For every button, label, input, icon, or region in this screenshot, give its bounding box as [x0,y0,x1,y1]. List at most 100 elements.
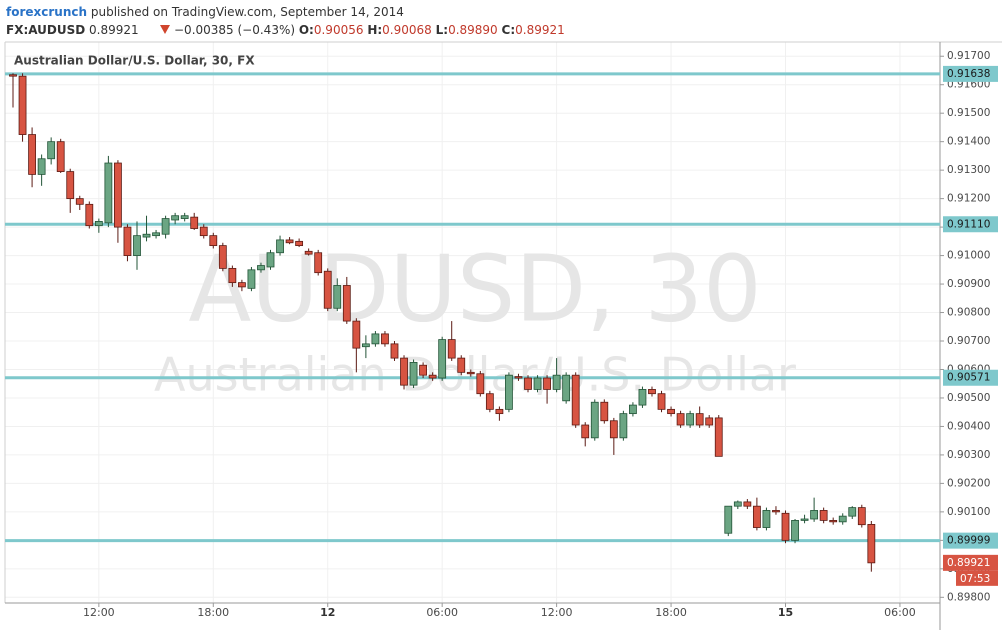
candle-body [218,245,227,269]
x-tick-label: 18:00 [655,606,687,619]
candle-body [199,226,208,237]
candle-body [543,377,551,390]
candle-body [161,218,170,235]
level-label: 0.91638 [947,68,990,80]
o-value: 0.90056 [314,23,364,37]
candle-body [819,510,828,521]
candle-body [47,141,56,160]
candle-body [657,393,666,410]
candle-body [142,233,151,238]
x-tick-label: 12:00 [83,606,115,619]
h-label: H: [367,23,382,37]
candle-body [323,270,332,309]
header-line-2b: −0.00385 (−0.43%) O:0.90056 H:0.90068 L:… [174,23,565,37]
x-tick-label: 12:00 [541,606,573,619]
candle-body [772,510,780,513]
l-value: 0.89890 [448,23,498,37]
y-tick-label: 0.90400 [947,420,990,432]
candle-body [333,285,342,309]
chart-title: Australian Dollar/U.S. Dollar, 30, FX [14,54,255,68]
candle-body [114,162,122,228]
candle-body [705,417,714,426]
candle-body [190,216,199,229]
header-line-1: forexcrunch published on TradingView.com… [6,5,404,19]
candle-body [390,343,399,359]
candle-body [257,265,265,271]
candle-body [85,203,94,227]
candle-body [9,74,17,77]
candle-body [457,357,466,373]
candle-body [533,377,542,390]
candle-body [66,171,75,200]
candle-body [28,134,36,175]
candle-body [381,333,389,345]
candle-body [714,417,723,457]
candle-body [75,198,84,205]
candle-body [237,282,246,288]
candle-body [352,320,361,349]
candle-body [724,505,733,534]
candle-body [371,333,380,345]
candle-body [524,377,532,390]
candle-body [476,373,485,395]
y-tick-label: 0.90900 [947,278,990,290]
candle-body [304,250,313,255]
header-line-2: FX:AUDUSD 0.89921 [6,23,139,37]
candle-body [342,285,351,322]
y-tick-label: 0.89800 [947,591,990,603]
y-tick-label: 0.90100 [947,506,990,518]
x-tick-label: 18:00 [197,606,229,619]
candle-body [400,357,408,386]
level-label: 0.89999 [947,535,990,547]
candle-body [695,413,704,426]
candle-body [247,269,256,289]
h-value: 0.90068 [382,23,432,37]
candle-body [276,239,284,254]
y-tick-label: 0.90300 [947,449,990,461]
x-tick-label: 06:00 [426,606,458,619]
candle-body [629,404,637,415]
candle-body [37,158,46,175]
candle-body [152,232,160,237]
candle-body [409,361,418,386]
y-tick-label: 0.91700 [947,50,990,62]
level-label-box [943,532,998,549]
candle-body [438,339,447,379]
candle-body [428,374,437,379]
candle-body [752,505,761,528]
candle-body [762,510,771,528]
candle-body [133,235,141,256]
candle-body [638,389,647,406]
x-tick-label: 06:00 [884,606,916,619]
candle-body [800,518,809,521]
y-tick-label: 0.91200 [947,193,990,205]
candle-body [228,267,237,284]
candle-body [810,510,819,520]
c-label: C: [502,23,516,37]
candle-body [94,221,103,227]
grid [5,42,940,603]
candle-body [791,520,799,541]
level-label-box [943,369,998,386]
candle-body [514,376,523,379]
candle-body [505,374,513,410]
candle-body [180,215,189,219]
candle-body [562,374,571,402]
countdown: 07:53 [960,573,990,585]
candle-body [495,408,504,415]
y-tick-label: 0.91400 [947,136,990,148]
candle-body [285,239,294,244]
candle-body [419,364,427,376]
level-label-box [943,65,998,82]
candle-body [209,235,218,247]
candle-body [781,512,790,541]
candle-body [295,240,304,247]
candle-body [56,141,65,172]
last-price-label: 0.89921 [947,557,990,569]
level-label: 0.90571 [947,372,990,384]
l-label: L: [436,23,448,37]
candle-body [361,343,370,348]
x-tick-label: 12 [320,606,335,619]
